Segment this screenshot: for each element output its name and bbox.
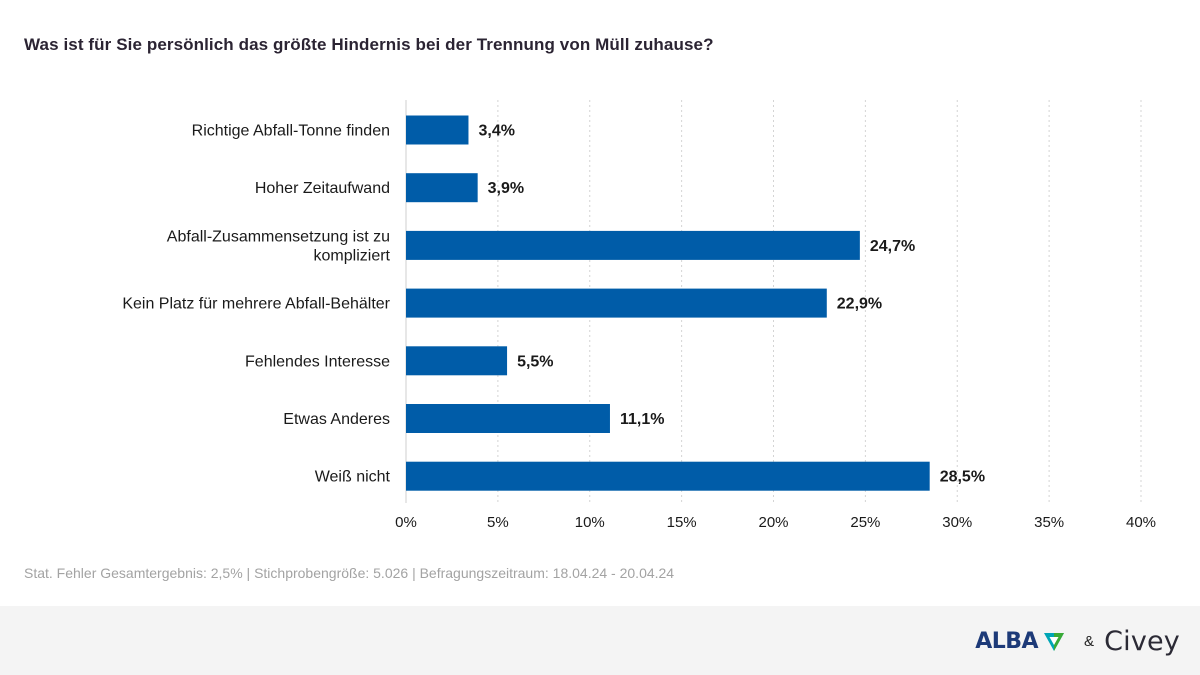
category-label: Fehlendes Interesse — [245, 353, 390, 370]
bar — [406, 288, 827, 318]
bar — [406, 230, 860, 260]
bar-value-label: 24,7% — [870, 238, 915, 255]
category-label: Abfall-Zusammensetzung ist zu — [167, 228, 390, 245]
bar — [406, 461, 930, 491]
x-tick-label: 0% — [395, 514, 417, 531]
x-tick-label: 35% — [1034, 514, 1064, 531]
x-tick-label: 40% — [1126, 514, 1156, 531]
x-tick-label: 25% — [850, 514, 880, 531]
category-label: Etwas Anderes — [283, 411, 390, 428]
x-tick-label: 20% — [758, 514, 788, 531]
x-tick-label: 30% — [942, 514, 972, 531]
bar-value-label: 3,4% — [478, 123, 514, 140]
category-label: Kein Platz für mehrere Abfall-Behälter — [122, 296, 390, 313]
bar-value-label: 28,5% — [940, 469, 985, 486]
bar — [406, 115, 469, 145]
alba-shield-icon — [1044, 633, 1065, 651]
alba-logo-text: ALBA — [975, 628, 1039, 654]
x-tick-label: 15% — [667, 514, 697, 531]
bar-value-label: 3,9% — [488, 180, 524, 197]
category-label: kompliziert — [314, 247, 391, 264]
bar — [406, 346, 508, 376]
bar-value-label: 11,1% — [620, 411, 664, 428]
category-label: Richtige Abfall-Tonne finden — [192, 123, 390, 140]
chart-title: Was ist für Sie persönlich das größte Hi… — [24, 35, 714, 54]
bar-chart: 0% 5% 10% 15% 20% 25% 30% 35% 40% 3,4% Richtige Ab… — [122, 100, 1156, 531]
category-label: Weiß nicht — [315, 469, 391, 486]
ampersand: & — [1084, 632, 1095, 650]
footer: ALBA & Civey — [0, 606, 1200, 675]
survey-footnote: Stat. Fehler Gesamtergebnis: 2,5% | Stic… — [24, 565, 675, 581]
bar-value-label: 22,9% — [837, 296, 882, 313]
brand-logos: ALBA & Civey — [975, 625, 1180, 657]
bar — [406, 173, 478, 203]
bar-value-label: 5,5% — [517, 353, 553, 370]
civey-logo-text: Civey — [1104, 625, 1180, 657]
x-tick-label: 5% — [487, 514, 509, 531]
bar — [406, 404, 610, 433]
x-tick-label: 10% — [575, 514, 605, 531]
category-label: Hoher Zeitaufwand — [255, 180, 390, 197]
chart-card: Was ist für Sie persönlich das größte Hi… — [0, 0, 1200, 606]
